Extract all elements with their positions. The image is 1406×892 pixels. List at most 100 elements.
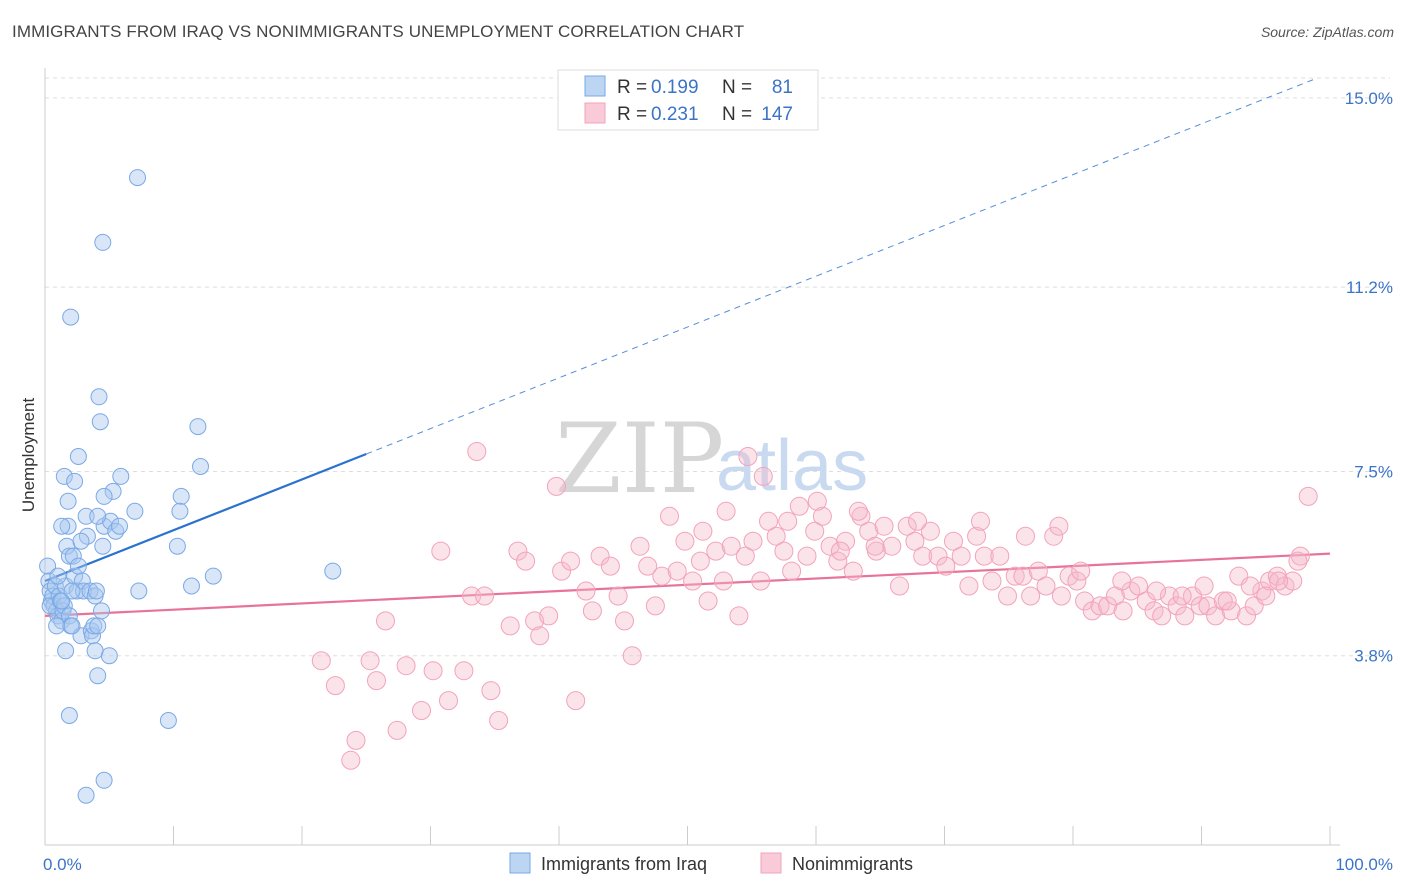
point-iraq bbox=[77, 507, 95, 525]
point-nonimmigrant bbox=[500, 616, 520, 636]
point-nonimmigrant bbox=[431, 541, 451, 561]
point-iraq bbox=[46, 577, 64, 595]
point-nonimmigrant bbox=[974, 546, 994, 566]
point-iraq bbox=[100, 647, 118, 665]
point-nonimmigrant bbox=[1016, 526, 1035, 546]
point-iraq bbox=[53, 517, 71, 535]
point-nonimmigrant bbox=[936, 556, 956, 576]
point-nonimmigrant bbox=[998, 586, 1017, 606]
point-nonimmigrant bbox=[753, 466, 773, 486]
point-iraq bbox=[90, 388, 108, 406]
point-nonimmigrant bbox=[830, 541, 850, 561]
point-nonimmigrant bbox=[1021, 586, 1041, 606]
point-nonimmigrant bbox=[675, 531, 695, 551]
point-nonimmigrant bbox=[346, 730, 366, 750]
point-nonimmigrant bbox=[1217, 591, 1237, 611]
point-iraq bbox=[55, 467, 73, 485]
point-iraq bbox=[66, 472, 84, 490]
point-nonimmigrant bbox=[1049, 516, 1069, 536]
data-points bbox=[39, 169, 1318, 804]
series-legend-swatch-nonimmigrants bbox=[760, 852, 782, 874]
watermark: ZIP atlas bbox=[555, 403, 868, 515]
point-nonimmigrant bbox=[481, 681, 501, 701]
point-iraq bbox=[64, 547, 82, 565]
point-nonimmigrant bbox=[683, 571, 703, 591]
point-nonimmigrant bbox=[516, 551, 536, 571]
point-iraq bbox=[60, 707, 78, 724]
point-nonimmigrant bbox=[645, 596, 665, 616]
point-nonimmigrant bbox=[1237, 606, 1256, 626]
point-nonimmigrant bbox=[782, 561, 802, 581]
legend-swatch-iraq bbox=[584, 75, 606, 97]
point-nonimmigrant bbox=[1136, 591, 1156, 611]
series-legend-swatch-iraq bbox=[509, 852, 531, 874]
point-nonimmigrant bbox=[812, 506, 832, 526]
point-nonimmigrant bbox=[367, 671, 386, 691]
point-nonimmigrant bbox=[576, 581, 596, 601]
point-nonimmigrant bbox=[1288, 551, 1308, 571]
point-nonimmigrant bbox=[546, 476, 566, 496]
legend-r-label-1: R = bbox=[617, 77, 647, 98]
point-nonimmigrant bbox=[766, 526, 786, 546]
point-nonimmigrant bbox=[820, 536, 840, 556]
point-iraq bbox=[57, 642, 75, 660]
point-iraq bbox=[102, 512, 119, 530]
legend-n-label-2: N = bbox=[722, 104, 752, 125]
series-legend-label-nonimmigrants: Nonimmigrants bbox=[792, 854, 913, 874]
point-nonimmigrant bbox=[789, 496, 809, 516]
point-nonimmigrant bbox=[1113, 601, 1133, 621]
point-nonimmigrant bbox=[566, 691, 586, 711]
point-nonimmigrant bbox=[951, 546, 971, 566]
point-nonimmigrant bbox=[412, 701, 431, 720]
point-iraq bbox=[130, 582, 148, 600]
point-iraq bbox=[89, 617, 107, 635]
legend-r-label-2: R = bbox=[617, 104, 647, 125]
point-iraq bbox=[69, 448, 87, 465]
point-nonimmigrant bbox=[843, 561, 863, 581]
legend-swatch-nonimmigrants bbox=[584, 102, 606, 124]
point-nonimmigrant bbox=[462, 586, 482, 606]
point-nonimmigrant bbox=[475, 586, 494, 606]
series-legend: Immigrants from Iraq Nonimmigrants bbox=[509, 852, 913, 874]
point-nonimmigrant bbox=[1036, 576, 1056, 596]
point-nonimmigrant bbox=[913, 546, 933, 566]
point-nonimmigrant bbox=[600, 556, 620, 576]
y-tick-label: 15.0% bbox=[1345, 89, 1393, 108]
point-nonimmigrant bbox=[865, 536, 885, 556]
trend-line-iraq-extension bbox=[366, 77, 1318, 455]
point-nonimmigrant bbox=[360, 651, 380, 671]
point-iraq bbox=[112, 467, 130, 485]
point-iraq bbox=[59, 517, 77, 535]
point-nonimmigrant bbox=[311, 651, 331, 671]
point-iraq bbox=[48, 617, 66, 635]
point-iraq bbox=[94, 537, 112, 555]
point-nonimmigrant bbox=[721, 536, 741, 556]
point-nonimmigrant bbox=[874, 516, 894, 536]
point-nonimmigrant bbox=[387, 720, 407, 740]
point-nonimmigrant bbox=[1090, 596, 1110, 616]
point-nonimmigrant bbox=[1075, 591, 1095, 611]
point-nonimmigrant bbox=[376, 611, 395, 631]
point-nonimmigrant bbox=[714, 571, 733, 591]
point-nonimmigrant bbox=[1067, 571, 1087, 591]
point-iraq bbox=[204, 567, 222, 585]
point-nonimmigrant bbox=[638, 556, 658, 576]
point-nonimmigrant bbox=[959, 576, 979, 596]
point-iraq bbox=[93, 602, 110, 620]
legend-n-value-2: 147 bbox=[761, 104, 793, 125]
point-nonimmigrant bbox=[967, 526, 987, 546]
point-nonimmigrant bbox=[1221, 601, 1241, 621]
point-nonimmigrant bbox=[1175, 606, 1195, 626]
point-nonimmigrant bbox=[423, 661, 443, 681]
y-tick-label: 11.2% bbox=[1346, 278, 1393, 297]
point-nonimmigrant bbox=[1098, 596, 1118, 616]
point-iraq bbox=[95, 487, 113, 505]
point-nonimmigrant bbox=[467, 442, 487, 461]
source-label: Source: ZipAtlas.com bbox=[1260, 24, 1394, 40]
legend-n-value-1: 81 bbox=[772, 77, 793, 98]
point-nonimmigrant bbox=[807, 491, 827, 511]
point-nonimmigrant bbox=[1152, 606, 1172, 626]
point-nonimmigrant bbox=[1298, 486, 1318, 506]
point-nonimmigrant bbox=[693, 521, 713, 541]
